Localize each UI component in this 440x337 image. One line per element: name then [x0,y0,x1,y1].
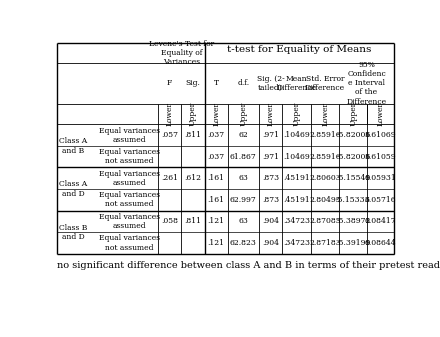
Text: Equal variances
not assumed: Equal variances not assumed [99,148,160,165]
Text: Equal variances
assumed: Equal variances assumed [99,127,160,144]
Text: -5.39199: -5.39199 [336,239,370,247]
Text: .971: .971 [262,131,279,139]
Text: .161: .161 [208,196,225,204]
Text: .45191: .45191 [283,196,310,204]
Text: -5.15549: -5.15549 [336,174,370,182]
Text: 6.05931: 6.05931 [365,174,396,182]
Text: .34723: .34723 [283,217,310,225]
Text: 2.87085: 2.87085 [309,217,341,225]
Text: Lower: Lower [166,102,174,126]
Text: Lower: Lower [377,102,385,126]
Text: Lower: Lower [321,102,329,126]
Text: 2.87183: 2.87183 [309,239,341,247]
Text: 2.85916: 2.85916 [309,153,341,161]
Text: .10469: .10469 [283,153,310,161]
Text: Equal variances
not assumed: Equal variances not assumed [99,234,160,251]
Text: -5.82006: -5.82006 [336,153,370,161]
Text: Equal variances
not assumed: Equal variances not assumed [99,191,160,208]
Text: Equal variances
assumed: Equal variances assumed [99,170,160,187]
Text: .873: .873 [262,196,279,204]
Text: .057: .057 [161,131,178,139]
Text: 63: 63 [238,174,248,182]
Text: 63: 63 [238,217,248,225]
Text: Levene's Test for
Equality of
Variances: Levene's Test for Equality of Variances [149,39,214,66]
Text: .811: .811 [184,217,202,225]
Text: Mean
Difference: Mean Difference [276,74,316,92]
Text: -5.38972: -5.38972 [336,217,370,225]
Text: .811: .811 [184,131,202,139]
Text: .037: .037 [208,131,225,139]
Text: d.f.: d.f. [237,79,249,87]
Text: .612: .612 [184,174,202,182]
Text: T: T [214,79,219,87]
Text: Upper: Upper [349,102,357,126]
Text: no significant difference between class A and B in terms of their pretest readin: no significant difference between class … [57,262,440,270]
Text: .10469: .10469 [283,131,310,139]
Text: 62: 62 [238,131,248,139]
Text: .873: .873 [262,174,279,182]
Text: 2.85916: 2.85916 [309,131,341,139]
Text: t-test for Equality of Means: t-test for Equality of Means [227,45,371,54]
Text: .121: .121 [208,239,225,247]
Text: -5.15333: -5.15333 [336,196,370,204]
Text: 61.867: 61.867 [230,153,257,161]
Text: .34723: .34723 [283,239,310,247]
Text: .45191: .45191 [283,174,310,182]
Text: .161: .161 [208,174,225,182]
Text: Sig.: Sig. [186,79,200,87]
Text: 95%
Confidenc
e Interval
of the
Difference: 95% Confidenc e Interval of the Differen… [346,61,387,105]
Text: 5.61059: 5.61059 [365,153,396,161]
Text: 6.08417: 6.08417 [365,217,396,225]
Text: 6.05716: 6.05716 [365,196,396,204]
Text: Std. Error
Difference: Std. Error Difference [305,74,345,92]
Text: Upper: Upper [189,102,197,126]
Text: Class B
and D: Class B and D [59,223,87,241]
Text: 5.61069: 5.61069 [365,131,396,139]
Text: Class A
and D: Class A and D [59,180,87,197]
Text: -5.82006: -5.82006 [336,131,370,139]
Text: .121: .121 [208,217,225,225]
Text: Upper: Upper [293,102,301,126]
Text: Lower: Lower [267,102,275,126]
Text: .058: .058 [161,217,178,225]
Text: Sig. (2-
tailed): Sig. (2- tailed) [257,74,284,92]
Text: .904: .904 [262,217,279,225]
Text: Upper: Upper [239,102,247,126]
Text: .904: .904 [262,239,279,247]
Text: 2.80603: 2.80603 [309,174,341,182]
Text: Class A
and B: Class A and B [59,137,87,155]
Text: Lower: Lower [212,102,220,126]
Text: Equal variances
assumed: Equal variances assumed [99,213,160,230]
Text: .037: .037 [208,153,225,161]
Text: 6.08644: 6.08644 [365,239,396,247]
Text: F: F [167,79,172,87]
Text: .971: .971 [262,153,279,161]
Text: 2.80495: 2.80495 [309,196,341,204]
Text: .261: .261 [161,174,178,182]
Text: 62.823: 62.823 [230,239,257,247]
Text: 62.997: 62.997 [230,196,257,204]
